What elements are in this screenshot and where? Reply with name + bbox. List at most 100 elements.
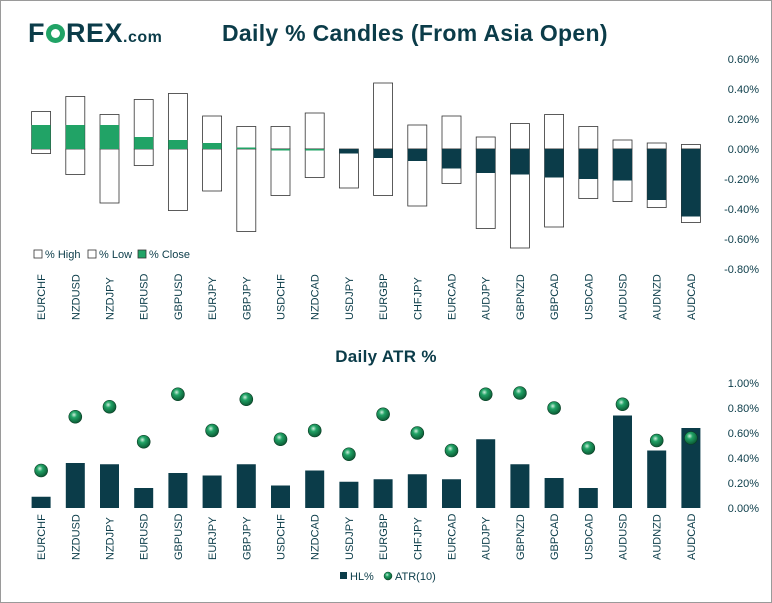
atr-chart-title: Daily ATR % [335,347,437,366]
hl-bar-gbpcad [544,478,564,508]
candles-chart-title: Daily % Candles (From Asia Open) [222,20,608,46]
hl-bar-eurcad [442,479,461,508]
hl-bar-gbpnzd [510,464,530,508]
atr-point-nzdjpy [102,399,117,414]
atr-point-gbpcad [547,401,561,415]
legend-label-low: % Low [99,249,132,261]
y-tick-label: -0.80% [724,264,759,276]
atr-point-eurchf [34,463,48,478]
legend-swatch-atr-10 [383,571,393,581]
legend-label-close: % Close [149,249,190,261]
atr-point-eurgbp [376,407,390,422]
y-tick-label: 0.20% [728,114,759,126]
x-tick-label-chfjpy: CHFJPY [412,277,424,320]
legend-label-hl: HL% [350,571,374,583]
y-tick-label: -0.60% [724,234,759,246]
x-tick-label-usdchf: USDCHF [276,514,288,560]
close-bar-nzdjpy [100,125,119,149]
x-tick-label-nzdusd: NZDUSD [70,274,82,320]
x-tick-label-audnzd: AUDNZD [652,274,664,320]
y-tick-label: 0.80% [728,403,759,415]
x-tick-label-audusd: AUDUSD [618,513,630,560]
x-tick-label-audcad: AUDCAD [686,513,698,560]
x-tick-label-gbpusd: GBPUSD [173,273,185,320]
x-tick-label-usdcad: USDCAD [583,513,595,560]
hl-bar-eurchf [31,496,51,508]
legend-label-high: % High [45,249,80,261]
y-tick-label: 0.20% [728,478,759,490]
atr-point-audusd [615,397,630,412]
x-tick-label-chfjpy: CHFJPY [412,517,424,560]
atr-point-gbpjpy [239,392,254,407]
x-tick-label-nzdcad: NZDCAD [310,514,322,560]
close-bar-eurcad [442,149,461,169]
x-tick-label-gbpcad: GBPCAD [549,513,561,560]
logo-suffix: .com [123,29,163,46]
y-tick-label: 0.40% [728,84,759,96]
hl-bar-usdcad [578,488,598,508]
close-bar-eurusd [134,137,154,149]
x-tick-label-audcad: AUDCAD [686,273,698,320]
logo-letter-f: F [28,18,45,48]
hl-bar-nzdcad [305,470,325,508]
x-tick-label-gbpnzd: GBPNZD [515,514,527,560]
x-tick-label-usdcad: USDCAD [583,273,595,320]
x-tick-label-eurcad: EURCAD [447,513,459,560]
y-tick-label: 1.00% [728,378,759,390]
x-tick-label-nzdusd: NZDUSD [70,514,82,560]
x-tick-label-eurusd: EURUSD [139,273,151,320]
hl-bar-chfjpy [407,474,427,508]
logo-o-icon [46,24,65,43]
close-bar-eurjpy [202,143,222,149]
hl-bar-usdjpy [339,481,359,508]
x-tick-label-eurjpy: EURJPY [207,276,219,320]
legend-swatch-close [137,249,147,259]
hl-bar-audcad [681,428,701,508]
x-tick-label-audusd: AUDUSD [618,273,630,320]
x-tick-label-gbpnzd: GBPNZD [515,274,527,320]
x-tick-label-eurjpy: EURJPY [207,516,219,560]
hl-bar-audusd [613,415,632,508]
atr-point-usdcad [581,441,596,455]
hl-bar-audjpy [476,439,496,508]
x-tick-label-usdchf: USDCHF [276,274,288,320]
atr-point-gbpnzd [513,386,527,400]
hl-bar-nzdusd [65,463,85,508]
x-tick-label-nzdjpy: NZDJPY [105,277,117,320]
atr-point-audnzd [649,433,664,448]
x-tick-label-eurchf: EURCHF [36,514,48,560]
x-tick-label-eurcad: EURCAD [447,273,459,320]
y-tick-label: 0.40% [728,453,759,465]
close-bar-eurchf [31,125,51,149]
x-tick-label-eurchf: EURCHF [36,274,48,320]
hl-bar-eurusd [134,488,154,508]
x-tick-label-audjpy: AUDJPY [481,516,493,560]
hl-bar-usdchf [271,485,290,508]
x-tick-label-eurgbp: EURGBP [378,514,390,560]
hl-bar-nzdjpy [100,464,119,508]
y-tick-label: 0.60% [728,54,759,66]
atr-point-audjpy [478,387,493,402]
x-tick-label-audnzd: AUDNZD [652,514,664,560]
atr-point-nzdcad [307,423,322,438]
x-tick-label-usdjpy: USDJPY [344,516,356,560]
close-bar-audusd [613,149,632,181]
close-bar-eurgbp [373,149,393,158]
close-bar-nzdusd [65,125,85,149]
x-tick-label-eurusd: EURUSD [139,513,151,560]
legend-swatch-hl [340,572,347,579]
atr-point-usdchf [273,432,288,447]
x-tick-label-audjpy: AUDJPY [481,276,493,320]
hl-bar-eurgbp [373,479,393,508]
x-tick-label-gbpjpy: GBPJPY [241,276,253,320]
close-bar-audnzd [647,149,667,200]
atr-point-audcad [684,431,698,445]
close-bar-usdcad [578,149,598,179]
x-tick-label-eurgbp: EURGBP [378,274,390,320]
legend-label-atr-10: ATR(10) [395,571,436,583]
close-bar-chfjpy [407,149,427,161]
atr-point-eurusd [136,434,151,449]
close-bar-audjpy [476,149,496,173]
